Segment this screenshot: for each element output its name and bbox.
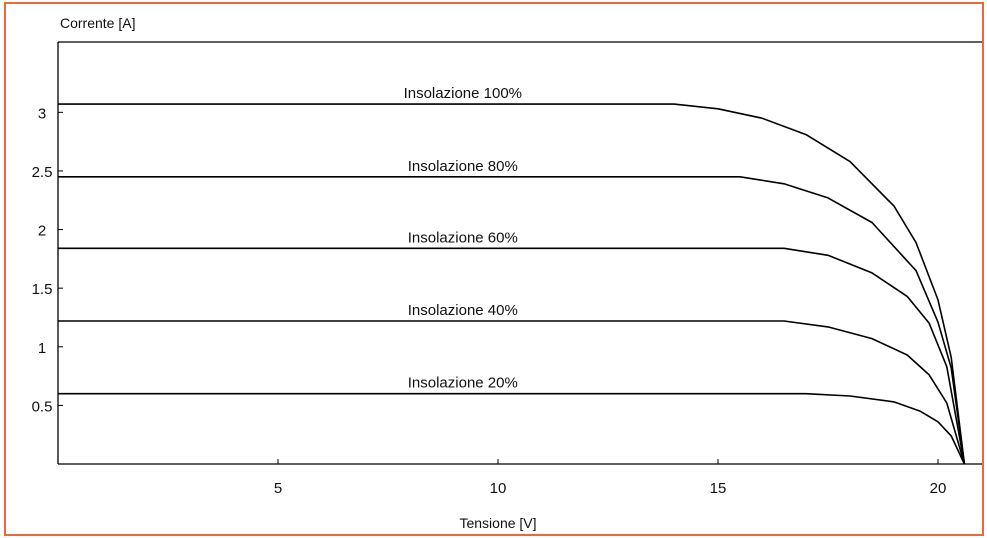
y-tick-label: 1.5 [32, 281, 53, 298]
series-line [58, 321, 964, 464]
series-label: Insolazione 80% [408, 158, 518, 175]
curve-labels: Insolazione 100% Insolazione 80% Insolazio… [404, 85, 522, 392]
series-line [58, 248, 964, 464]
x-tick-label: 15 [710, 480, 727, 497]
x-tick-label: 20 [930, 480, 947, 497]
x-tick-label: 10 [490, 480, 507, 497]
series-label: Insolazione 40% [408, 302, 518, 319]
chart-frame: 0.5 1 1.5 2 2.5 3 5 10 15 20 Insolazione 100% Inso… [4, 2, 984, 536]
y-tick-label: 1 [38, 340, 46, 357]
x-axis-title: Tensione [V] [459, 515, 536, 531]
x-tick-label: 5 [274, 480, 282, 497]
y-tick-label: 3 [38, 105, 46, 122]
y-axis-title: Corrente [A] [60, 15, 135, 31]
series-line [58, 394, 964, 464]
y-tick-label: 2 [38, 223, 46, 240]
y-tick-label: 2.5 [32, 164, 53, 181]
series-label: Insolazione 20% [408, 375, 518, 392]
series-label: Insolazione 100% [404, 85, 522, 102]
series-label: Insolazione 60% [408, 229, 518, 246]
y-tick-label: 0.5 [32, 398, 53, 415]
iv-curve-chart: 0.511.522.535 10 15 20 Insolazione 100%Inso… [6, 4, 982, 534]
plot-axes [58, 42, 982, 464]
